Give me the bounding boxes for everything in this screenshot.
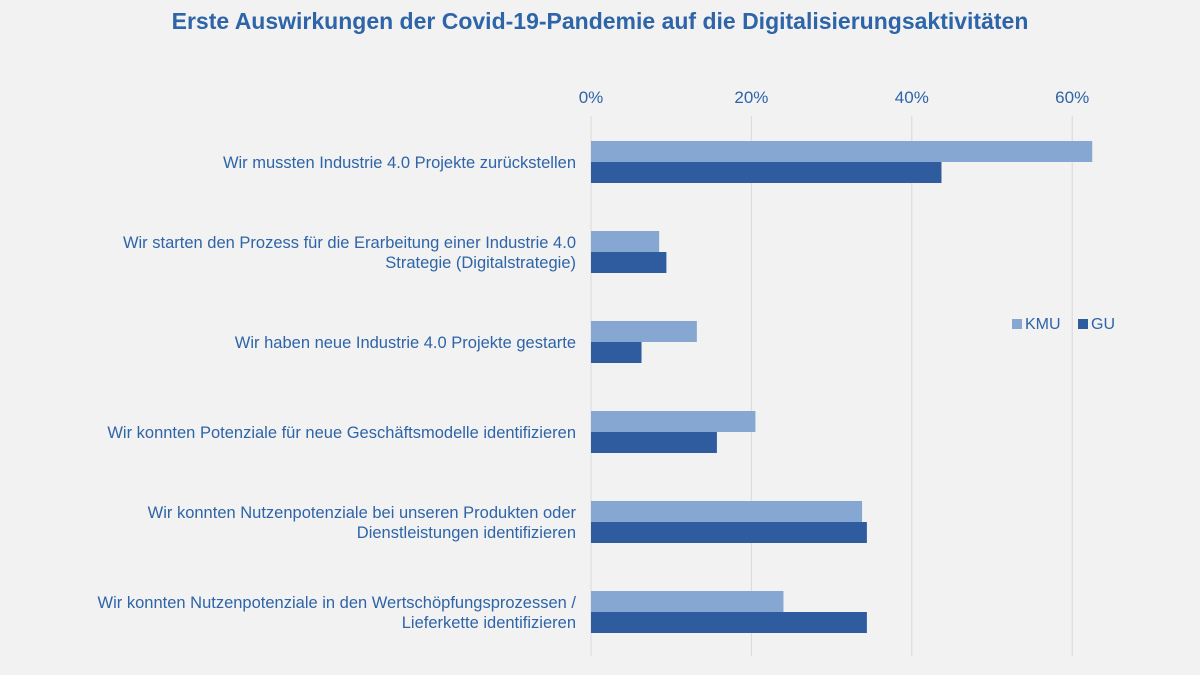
category-label: Wir konnten Nutzenpotenziale in den Wert… xyxy=(98,594,577,612)
x-tick-label: 20% xyxy=(734,88,768,107)
bar-gu xyxy=(591,342,642,363)
bar-gu xyxy=(591,162,942,183)
bar-gu xyxy=(591,612,867,633)
x-tick-label: 60% xyxy=(1055,88,1089,107)
bar-kmu xyxy=(591,141,1093,162)
category-label: Wir mussten Industrie 4.0 Projekte zurüc… xyxy=(223,154,576,172)
bar-kmu xyxy=(591,231,660,252)
category-label: Wir haben neue Industrie 4.0 Projekte ge… xyxy=(235,334,576,352)
chart-title: Erste Auswirkungen der Covid-19-Pandemie… xyxy=(171,8,1029,34)
category-label: Wir konnten Nutzenpotenziale bei unseren… xyxy=(148,504,577,522)
category-label: Dienstleistungen identifizieren xyxy=(357,524,576,542)
x-tick-label: 40% xyxy=(895,88,929,107)
bar-kmu xyxy=(591,591,784,612)
legend-swatch-kmu xyxy=(1012,319,1022,329)
legend-label-kmu: KMU xyxy=(1025,316,1061,333)
legend-label-gu: GU xyxy=(1091,316,1115,333)
bar-kmu xyxy=(591,501,863,522)
bar-kmu xyxy=(591,411,756,432)
bar-gu xyxy=(591,252,667,273)
bar-gu xyxy=(591,522,867,543)
category-label: Lieferkette identifizieren xyxy=(402,614,576,632)
bar-gu xyxy=(591,432,717,453)
category-label: Wir starten den Prozess für die Erarbeit… xyxy=(123,234,576,252)
bar-kmu xyxy=(591,321,697,342)
x-tick-label: 0% xyxy=(579,88,604,107)
category-label: Wir konnten Potenziale für neue Geschäft… xyxy=(107,424,576,442)
legend-swatch-gu xyxy=(1078,319,1088,329)
category-label: Strategie (Digitalstrategie) xyxy=(385,254,576,272)
